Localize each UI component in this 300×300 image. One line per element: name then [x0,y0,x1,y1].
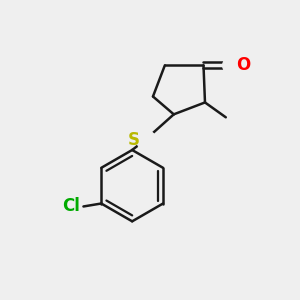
Text: S: S [128,130,140,148]
Text: Cl: Cl [62,197,80,215]
Text: O: O [236,56,250,74]
